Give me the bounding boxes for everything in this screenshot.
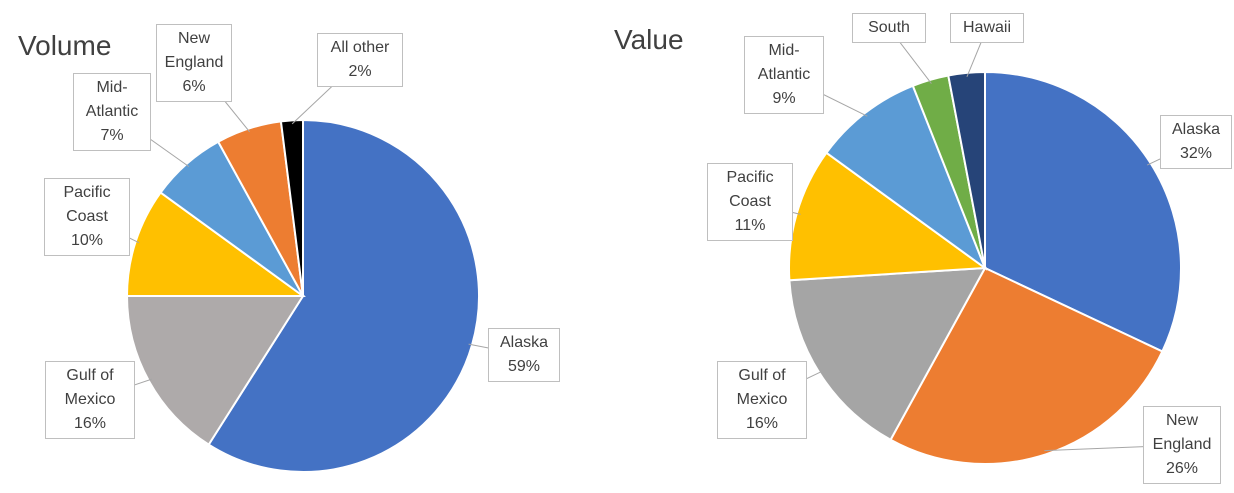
data-label: New England 26% [1143,406,1221,484]
value-label: 16% [745,415,779,432]
category-label: Gulf of Mexico [736,367,788,408]
category-label: Pacific Coast [726,169,774,210]
value-label: 7% [100,127,124,144]
chart-title: Volume [18,30,112,61]
data-label: South [852,13,926,43]
category-label: Gulf of Mexico [64,367,116,408]
category-label: Hawaii [962,19,1011,36]
category-label: New England [164,30,224,71]
pie-slice [947,70,986,269]
data-label: Pacific Coast 11% [707,163,793,241]
data-label: Pacific Coast 10% [44,178,130,256]
category-label: Mid-Atlantic [757,42,811,83]
data-label: Hawaii [950,13,1024,43]
pie-slice [279,118,304,297]
value-label: 10% [70,232,104,249]
value-label: 11% [734,217,766,234]
value-label: 6% [182,78,206,95]
data-label: Gulf of Mexico 16% [717,361,807,439]
value-label: 9% [772,90,796,107]
value-label: 2% [348,63,372,80]
category-label: South [868,19,910,36]
pie-slice [125,295,305,446]
value-label: 16% [73,415,107,432]
category-label: Mid-Atlantic [85,79,139,120]
data-label: All other 2% [317,33,403,87]
category-label: All other [330,39,390,56]
value-label: 32% [1179,145,1213,162]
value-label: 59% [507,358,541,375]
data-label: Mid-Atlantic 7% [73,73,151,151]
data-label: Alaska 59% [488,328,560,382]
category-label: Alaska [499,334,549,351]
data-label: Gulf of Mexico 16% [45,361,135,439]
category-label: Alaska [1171,121,1221,138]
chart-title: Value [614,24,684,55]
data-label: Alaska 32% [1160,115,1232,169]
data-label: Mid-Atlantic 9% [744,36,824,114]
category-label: New England [1152,412,1212,453]
value-label: 26% [1165,460,1199,477]
category-label: Pacific Coast [63,184,111,225]
pie-slice [825,84,988,271]
data-label: New England 6% [156,24,232,102]
